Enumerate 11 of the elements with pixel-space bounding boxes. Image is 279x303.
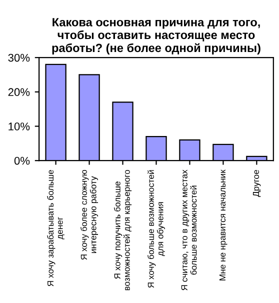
y-tick-label: 0% bbox=[14, 156, 30, 165]
x-tick-label: Я хочу получить больше возможностей для карьерного bbox=[114, 170, 132, 290]
y-tick-label: 20% bbox=[8, 88, 30, 96]
y-tick-label: 30% bbox=[8, 54, 30, 62]
x-tick-label: Я хочу больше возможностей для обучения bbox=[147, 170, 166, 288]
x-tick-label: Другое bbox=[252, 170, 261, 197]
x-tick-label: Я хочу зарабатывать больше денег bbox=[47, 170, 64, 286]
x-tick-label: Я хочу более сложную интересную работу bbox=[80, 170, 98, 260]
chart-title: Какова основная причина для того, чтобы оставить настоящее место работы? (не более одной причины) bbox=[52, 18, 260, 54]
y-tick-label: 10% bbox=[8, 122, 30, 130]
x-tick-label: Мне не нравится начальник bbox=[220, 170, 228, 280]
